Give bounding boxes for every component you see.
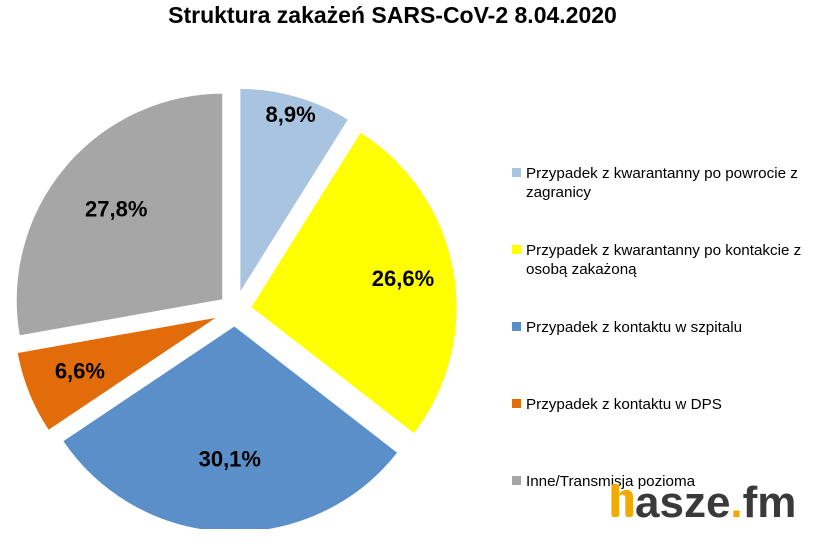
- svg-text:8,9%: 8,9%: [266, 102, 316, 127]
- svg-text:6,6%: 6,6%: [55, 358, 105, 383]
- svg-text:30,1%: 30,1%: [199, 446, 261, 471]
- svg-text:27,8%: 27,8%: [85, 196, 147, 221]
- svg-text:26,6%: 26,6%: [372, 266, 434, 291]
- svg-text:asze.fm: asze.fm: [635, 478, 796, 521]
